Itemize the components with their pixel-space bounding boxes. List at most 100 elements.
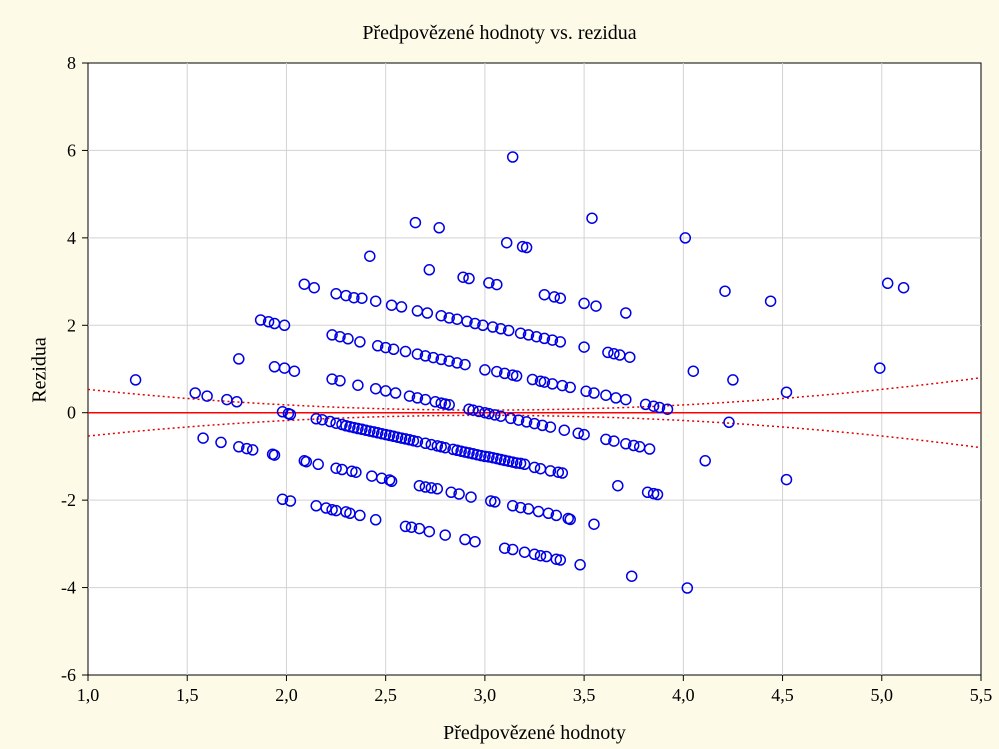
data-point — [405, 521, 418, 533]
data-point — [383, 474, 396, 486]
x-tick-label: 3,0 — [474, 685, 497, 705]
data-point — [558, 424, 571, 436]
data-point — [278, 319, 291, 332]
data-point — [463, 272, 475, 285]
data-point — [276, 406, 289, 418]
data-point — [556, 379, 569, 392]
data-point — [350, 466, 362, 478]
data-point — [580, 385, 592, 398]
data-point — [354, 336, 366, 348]
data-point — [727, 374, 739, 386]
data-point — [330, 462, 342, 474]
x-tick-label: 5,5 — [970, 685, 993, 705]
x-tick-label: 4,5 — [771, 685, 794, 705]
x-tick-label: 5,0 — [871, 685, 894, 705]
data-point — [661, 403, 674, 415]
data-point — [518, 458, 531, 471]
data-point — [498, 367, 511, 380]
data-point — [510, 370, 523, 382]
data-point — [308, 281, 320, 294]
data-point — [536, 419, 549, 432]
data-point — [764, 295, 777, 307]
y-tick-label: -4 — [61, 578, 76, 598]
y-tick-label: -6 — [61, 665, 76, 685]
data-point — [602, 346, 614, 359]
y-tick-label: 8 — [67, 53, 76, 73]
data-point — [514, 327, 527, 339]
data-points — [129, 151, 910, 594]
data-point — [403, 390, 416, 402]
data-point — [288, 365, 301, 377]
lower-confidence-curve — [87, 414, 982, 449]
data-point — [385, 475, 398, 488]
data-point — [495, 323, 507, 335]
upper-confidence-curve — [87, 376, 982, 411]
data-point — [620, 393, 632, 406]
data-point — [510, 457, 523, 469]
data-point — [520, 241, 533, 254]
data-point — [197, 432, 209, 444]
data-point — [439, 441, 451, 454]
data-point — [435, 353, 447, 366]
data-point — [546, 334, 559, 346]
data-point — [354, 509, 366, 522]
data-point — [411, 435, 424, 448]
data-point — [780, 386, 793, 398]
data-point — [364, 425, 376, 437]
y-tick-label: -2 — [61, 490, 76, 510]
data-point — [578, 428, 590, 441]
data-point — [542, 507, 555, 520]
data-point — [419, 350, 432, 362]
data-point — [506, 543, 519, 556]
data-point — [427, 351, 440, 364]
axes: 1,0 1,5 2,0 2,5 3,0 3,5 4,0 4,5 5,0 5,5 -6 -4 -2 0 2 4 6… — [61, 53, 992, 705]
data-point — [681, 582, 694, 594]
confidence-band — [87, 376, 982, 449]
data-point — [723, 416, 735, 429]
data-point — [550, 553, 563, 565]
data-point — [528, 548, 541, 561]
data-point — [647, 400, 660, 412]
data-point — [643, 443, 656, 455]
data-point — [334, 375, 346, 387]
data-point — [534, 549, 547, 562]
data-point — [498, 454, 511, 467]
data-point — [439, 398, 451, 410]
data-point — [334, 330, 346, 343]
data-point — [651, 488, 664, 501]
data-point — [215, 436, 227, 449]
data-point — [399, 520, 412, 533]
data-point — [387, 343, 400, 356]
data-point — [284, 495, 297, 507]
data-point — [371, 340, 384, 352]
data-point — [300, 455, 313, 468]
data-point — [326, 373, 338, 385]
data-point — [443, 399, 455, 411]
data-point — [268, 449, 281, 461]
data-point — [419, 437, 432, 450]
data-point — [538, 332, 551, 345]
data-point — [465, 491, 477, 503]
data-point — [627, 439, 640, 452]
data-point — [687, 365, 700, 377]
data-point — [278, 362, 291, 374]
data-point — [411, 392, 424, 404]
data-point — [459, 446, 471, 458]
data-point — [421, 307, 434, 319]
data-point — [389, 387, 402, 399]
data-point — [479, 450, 491, 463]
data-point — [352, 379, 364, 391]
data-point — [467, 404, 479, 416]
data-point — [528, 461, 541, 474]
data-point — [451, 357, 463, 369]
data-point — [246, 444, 259, 456]
data-point — [453, 488, 465, 500]
data-point — [556, 467, 569, 479]
data-point — [233, 441, 245, 453]
data-point — [310, 413, 322, 425]
data-point — [262, 316, 275, 328]
data-point — [506, 500, 519, 512]
data-point — [512, 414, 525, 426]
data-point — [600, 433, 612, 446]
data-point — [572, 427, 584, 440]
